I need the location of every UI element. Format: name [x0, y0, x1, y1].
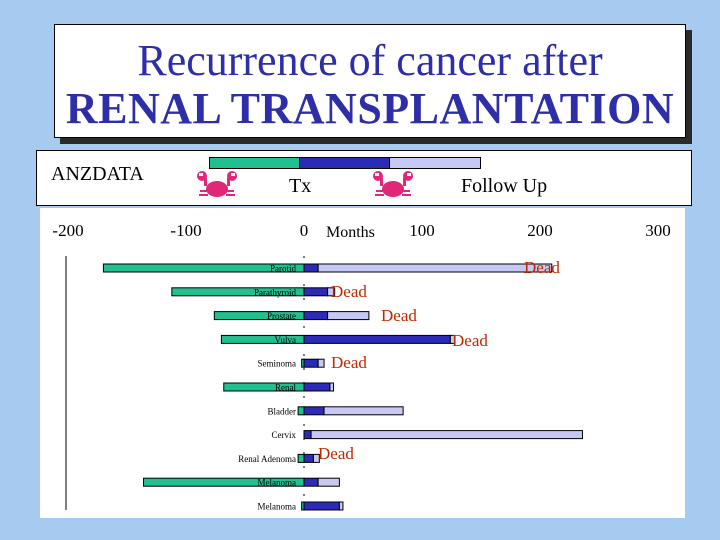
legend-source-label: ANZDATA — [51, 163, 144, 185]
title-line-2: RENAL TRANSPLANTATION — [65, 84, 675, 133]
legend-bar-pre-tx — [209, 157, 301, 169]
legend-bar-follow-up — [389, 157, 481, 169]
title-box: Recurrence of cancer after RENAL TRANSPL… — [54, 24, 686, 138]
legend-bar-tx — [299, 157, 391, 169]
legend: ANZDATA Tx — [36, 150, 692, 206]
chart-area — [40, 208, 685, 518]
legend-tx-label: Tx — [289, 175, 312, 197]
crab-icon — [197, 171, 237, 197]
legend-follow-up-label: Follow Up — [461, 175, 548, 197]
title-line-1: Recurrence of cancer after — [137, 36, 603, 85]
crab-icon — [373, 171, 413, 197]
